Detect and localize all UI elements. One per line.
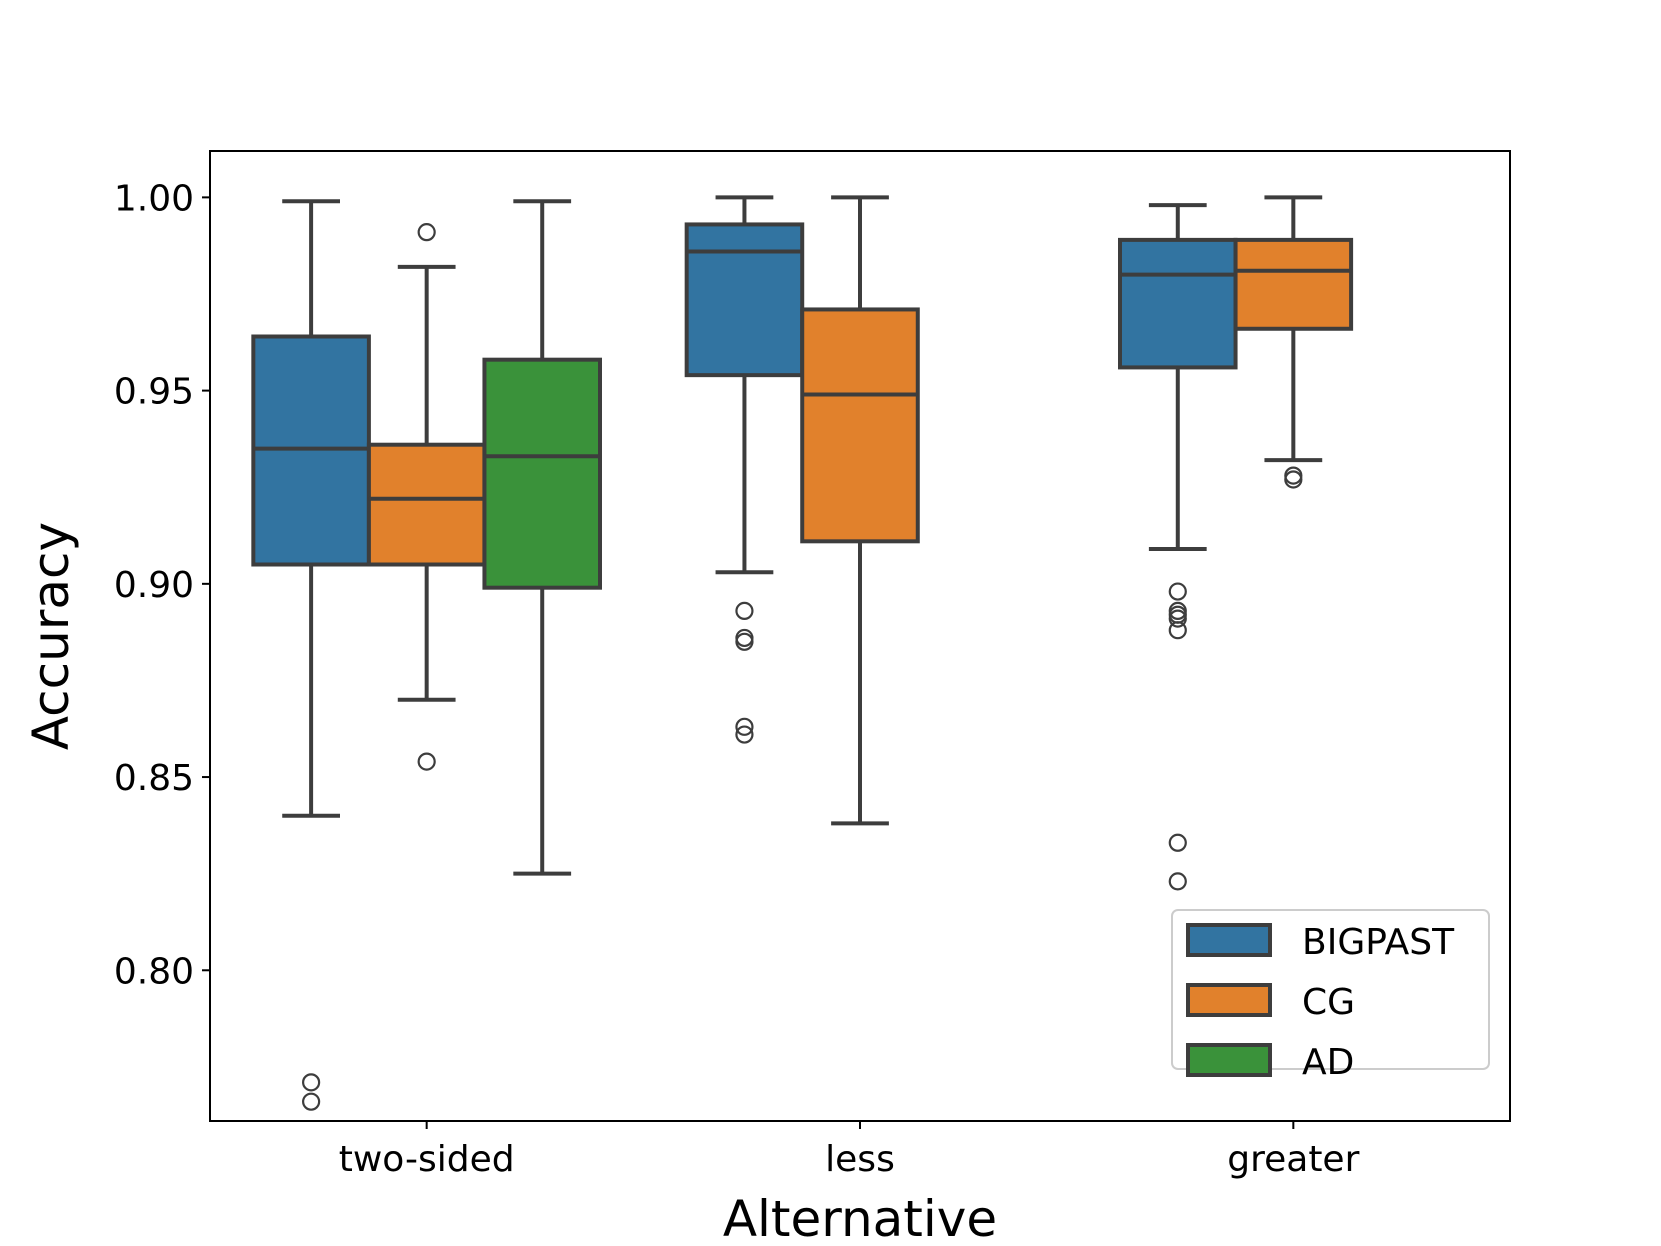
outlier-point (735, 628, 754, 648)
outlier-point (1168, 609, 1187, 628)
outlier-point (302, 1073, 321, 1092)
box-body (482, 357, 603, 590)
box-body (684, 222, 805, 378)
box-body (366, 442, 487, 567)
outlier-point (1284, 470, 1303, 489)
legend-swatch-bigpast (1186, 923, 1272, 957)
x-tick-label: two-sided (339, 1139, 515, 1180)
box-body (1233, 237, 1354, 331)
outlier-point (417, 223, 436, 242)
legend-label-bigpast: BIGPAST (1302, 922, 1455, 963)
legend-label-cg: CG (1302, 982, 1355, 1023)
y-tick-label: 1.00 (114, 178, 194, 219)
box-bigpast-greater (1118, 203, 1238, 891)
legend-swatch-cg (1186, 983, 1272, 1017)
legend-swatch-ad (1186, 1043, 1272, 1077)
y-tick-label: 0.80 (114, 951, 194, 992)
outlier-point (1168, 582, 1187, 601)
outlier-point (1168, 872, 1187, 891)
x-axis-title: Alternative (723, 1190, 997, 1246)
outlier-point (302, 1092, 321, 1111)
outlier-point (735, 725, 754, 744)
outlier-point (1168, 621, 1187, 640)
box-cg-greater (1233, 195, 1354, 489)
box-ad-two-sided (482, 199, 603, 876)
outlier-point (735, 717, 754, 736)
x-axis: two-sided less greater (339, 1121, 1360, 1180)
y-tick-label: 0.90 (114, 565, 194, 606)
outlier-point (417, 752, 436, 771)
box-bigpast-less (684, 195, 805, 744)
y-tick-label: 0.95 (114, 372, 194, 413)
box-body (1118, 237, 1238, 370)
box-cg-two-sided (366, 223, 487, 771)
box-bigpast-two-sided (251, 199, 371, 1111)
outlier-point (735, 601, 754, 620)
y-axis: 0.80 0.85 0.90 0.95 1.00 (114, 178, 210, 992)
x-tick-label: less (825, 1139, 895, 1180)
box-cg-less (800, 195, 920, 826)
legend: BIGPAST CG AD (1171, 909, 1490, 1083)
outlier-point (1168, 833, 1187, 852)
legend-label-ad: AD (1302, 1042, 1354, 1083)
outlier-point (735, 632, 754, 651)
plot-content (251, 195, 1354, 1111)
x-tick-label: greater (1227, 1139, 1359, 1180)
y-tick-label: 0.85 (114, 758, 194, 799)
y-axis-title: Accuracy (22, 522, 80, 750)
box-body (800, 307, 920, 544)
outlier-point (1284, 466, 1303, 485)
outlier-point (1168, 605, 1187, 624)
